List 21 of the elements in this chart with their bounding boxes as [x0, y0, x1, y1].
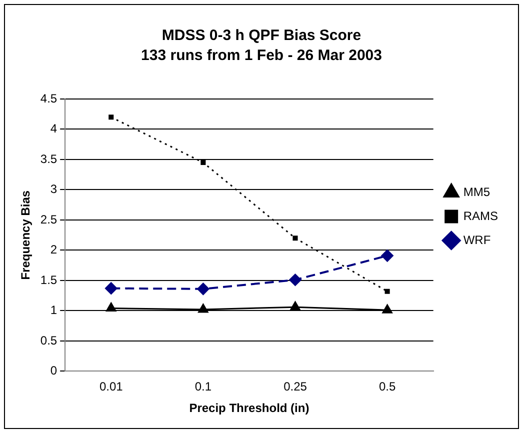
y-tick-label: 3: [50, 182, 58, 196]
legend-label: MM5: [463, 184, 490, 199]
y-axis-title: Frequency Bias: [18, 190, 33, 280]
x-tick-label: 0.1: [194, 380, 212, 394]
chart-subtitle: 133 runs from 1 Feb - 26 Mar 2003: [141, 47, 382, 64]
y-tick-label: 0: [50, 364, 58, 378]
x-tick-label: 0.01: [99, 380, 124, 394]
x-tick-label: 0.25: [284, 380, 308, 394]
legend-label: WRF: [463, 232, 491, 247]
legend-label: RAMS: [463, 208, 498, 223]
chart-title: MDSS 0-3 h QPF Bias Score: [162, 27, 362, 44]
y-tick-label: 1: [50, 303, 58, 318]
y-tick-label: 0.5: [40, 333, 58, 348]
y-tick-label: 1.5: [40, 272, 58, 287]
y-tick-label: 2.5: [40, 212, 58, 226]
y-tick-label: 2: [50, 242, 58, 257]
y-tick-label: 4.5: [40, 91, 58, 106]
x-tick-label: 0.5: [378, 380, 396, 394]
y-tick-label: 3.5: [40, 152, 58, 166]
y-tick-label: 4: [50, 122, 58, 136]
x-axis-title: Precip Threshold (in): [189, 401, 310, 416]
